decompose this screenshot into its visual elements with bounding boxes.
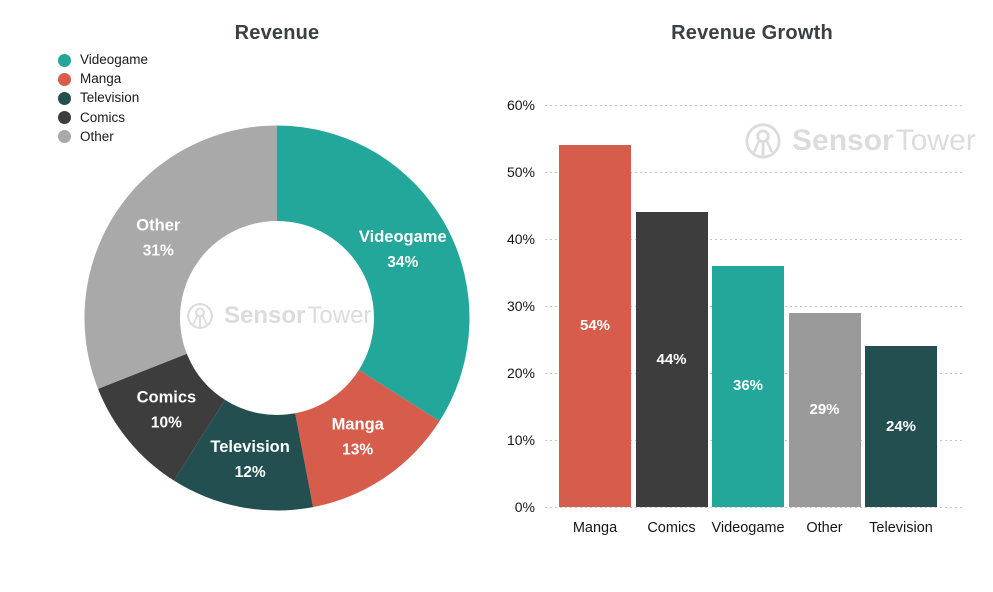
y-tick-label: 0% [514, 499, 535, 515]
bar-manga: 54% [559, 145, 631, 507]
y-tick-label: 20% [506, 365, 535, 381]
x-tick-label-television: Television [869, 520, 933, 536]
bar-value-label: 36% [732, 377, 764, 395]
x-tick-label-comics: Comics [647, 520, 696, 536]
bar-television: 24% [865, 346, 937, 507]
donut-slice-label-television: Television 12% [210, 438, 289, 481]
sensortower-logo-icon [187, 303, 213, 329]
legend-label: Other [80, 128, 114, 144]
legend-label: Videogame [80, 52, 149, 67]
legend-swatch-other [58, 130, 71, 144]
donut-slice-television [173, 399, 314, 511]
bar-value-label: 44% [656, 350, 687, 368]
bar-other: 29% [788, 312, 861, 507]
y-tick-label: 60% [506, 97, 535, 113]
y-tick-label: 50% [506, 164, 535, 180]
donut-slice-comics [98, 353, 226, 481]
x-tick-label-other: Other [806, 520, 843, 536]
watermark-brand-bold: Sensor [792, 124, 894, 157]
sensortower-watermark: Sensor Tower [186, 300, 371, 332]
legend-item-comics: Comics [58, 110, 148, 126]
y-tick-label: 10% [506, 432, 535, 448]
donut-slice-label-manga: Manga 13% [332, 416, 385, 459]
legend-item-television: Television [58, 90, 148, 106]
legend-swatch-comics [58, 111, 71, 125]
donut-slice-label-comics: Comics 10% [137, 389, 197, 432]
legend-label: Comics [80, 109, 126, 125]
legend-label: Manga [80, 71, 122, 87]
donut-slice-other [84, 125, 277, 389]
sensortower-logo-icon [745, 123, 781, 159]
x-tick-label-videogame: Videogame [711, 520, 785, 536]
legend-swatch-videogame [58, 53, 71, 67]
donut-slice-videogame [277, 125, 470, 422]
donut-legend: Videogame Manga Television Comics Other [58, 52, 148, 148]
legend-item-manga: Manga [58, 71, 148, 87]
legend-item-other: Other [58, 129, 148, 145]
x-tick-label-manga: Manga [572, 520, 618, 536]
bar-value-label: 24% [885, 417, 917, 435]
bar-videogame: 36% [712, 265, 784, 507]
bar-value-label: 29% [809, 400, 840, 418]
bar-value-label: 54% [579, 317, 611, 335]
y-tick-label: 40% [506, 231, 535, 247]
watermark-brand-light: Tower [307, 302, 372, 329]
watermark-brand-light: Tower [895, 124, 976, 157]
legend-label: Television [80, 90, 140, 106]
bar-comics: 44% [635, 212, 708, 507]
legend-item-videogame: Videogame [58, 52, 148, 68]
watermark-brand-bold: Sensor [224, 302, 306, 329]
y-tick-label: 30% [506, 298, 535, 314]
legend-swatch-television [58, 91, 71, 105]
legend-swatch-manga [58, 72, 71, 86]
gridline-0pct [545, 506, 962, 508]
donut-chart-title: Revenue [234, 22, 320, 44]
revenue-growth-bar-chart: 0% 10% 20% 30% 40% 50% 60% 54% Manga 44% Comics 36%… [507, 97, 962, 536]
donut-slice-label-videogame: Videogame 34% [359, 228, 447, 271]
gridline-40pct [545, 238, 962, 240]
gridline-50pct [545, 171, 962, 173]
sensortower-watermark: Sensor Tower [744, 120, 976, 162]
bar-chart-title: Revenue Growth [671, 22, 833, 44]
gridline-60pct [545, 104, 962, 106]
donut-slice-label-other: Other 31% [136, 216, 181, 259]
donut-slice-manga [295, 369, 440, 508]
revenue-donut-chart: Videogame 34% Manga 13% Television 12% Comics 1… [84, 125, 470, 511]
